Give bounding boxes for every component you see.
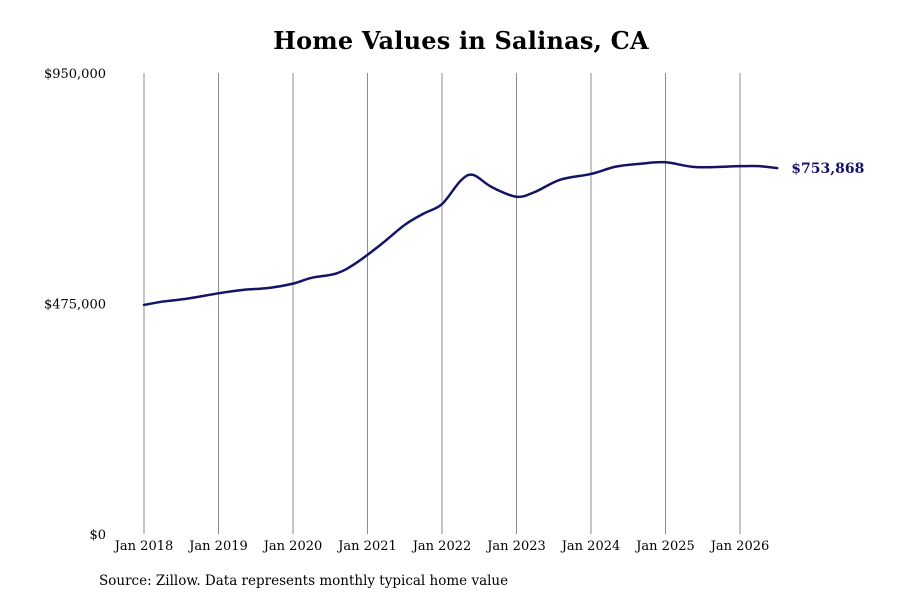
end-value-label: $753,868 [791, 161, 864, 177]
grid-lines [143, 73, 741, 534]
series-line-0 [142, 160, 779, 307]
x-tick-label: Jan 2020 [262, 539, 323, 554]
x-tick-label: Jan 2025 [634, 539, 695, 554]
y-tick-label: $475,000 [44, 298, 106, 313]
x-tick-label: Jan 2024 [560, 539, 621, 554]
y-axis-tick-labels: $0 $475,000 $950,000 [44, 67, 106, 543]
chart-title: Home Values in Salinas, CA [273, 26, 649, 55]
y-tick-label: $0 [89, 528, 106, 543]
source-note: Source: Zillow. Data represents monthly … [99, 573, 509, 589]
x-tick-label: Jan 2023 [485, 539, 546, 554]
x-tick-label: Jan 2021 [336, 539, 397, 554]
x-tick-label: Jan 2026 [709, 539, 770, 554]
series-layer [142, 160, 779, 307]
x-tick-label: Jan 2019 [187, 539, 248, 554]
x-tick-label: Jan 2018 [113, 539, 174, 554]
x-tick-label: Jan 2022 [411, 539, 472, 554]
y-tick-label: $950,000 [44, 67, 106, 82]
x-axis-tick-labels: Jan 2018 Jan 2019 Jan 2020 Jan 2021 Jan 2022… [113, 539, 770, 554]
